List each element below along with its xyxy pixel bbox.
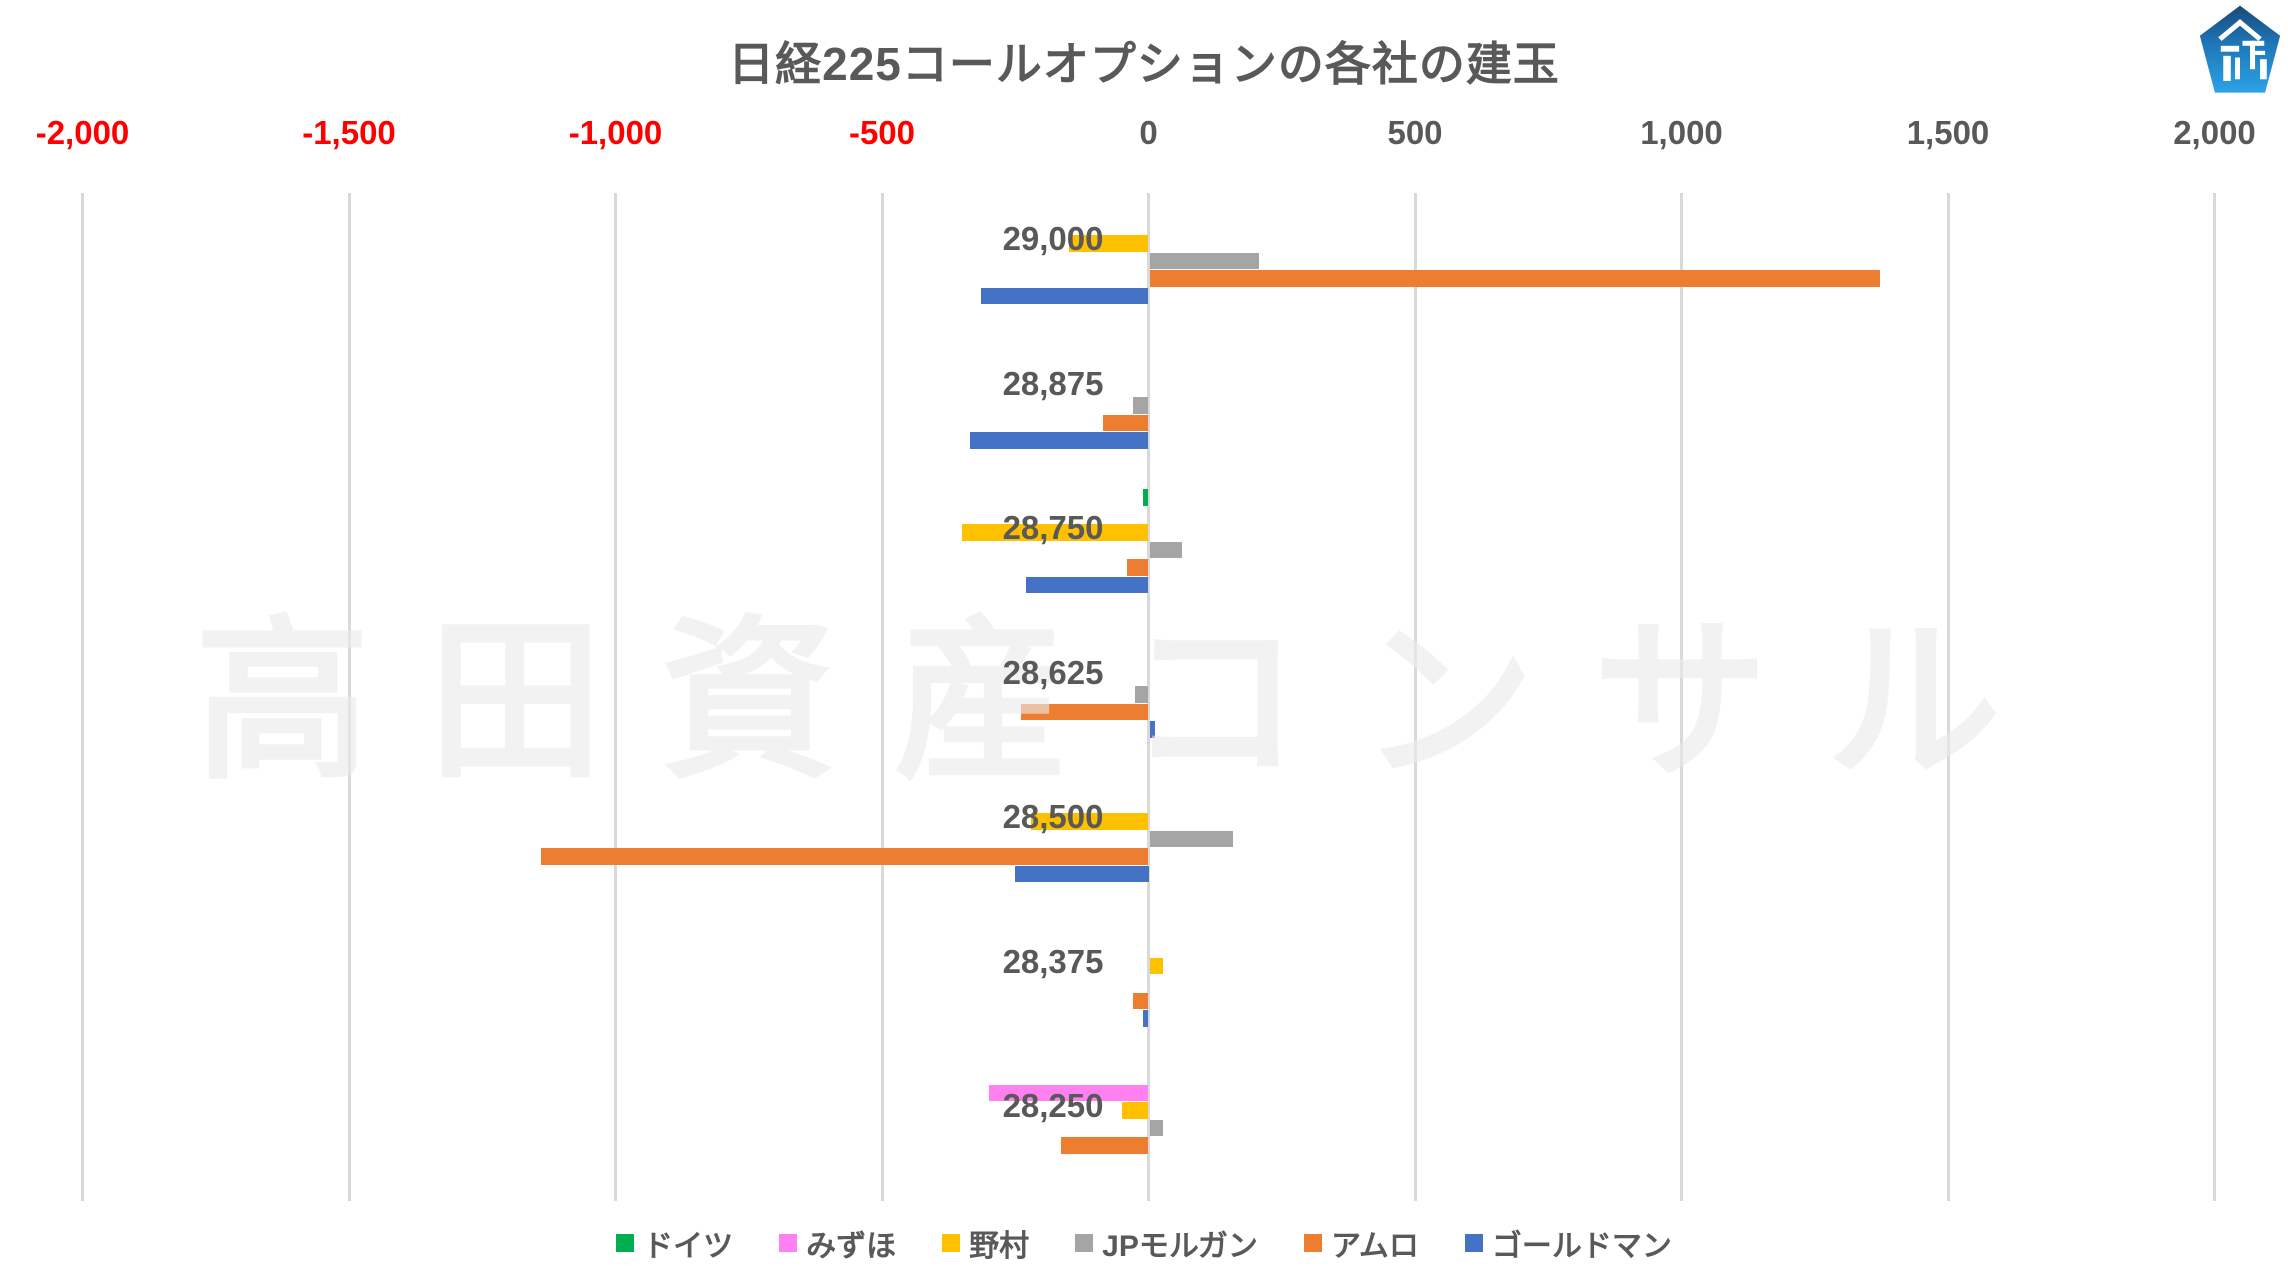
legend-swatch [1075, 1234, 1094, 1252]
gridline [347, 193, 351, 1201]
gridline [81, 193, 84, 1201]
gridline [614, 193, 617, 1201]
legend-item: アムロ [1303, 1221, 1419, 1265]
x-tick-label: -2,000 [35, 114, 130, 151]
legend-label: ドイツ [643, 1230, 734, 1263]
x-tick-label: -1,000 [568, 114, 663, 151]
bar-アムロ-29,000 [1150, 270, 1881, 287]
gridline [1946, 193, 1950, 1201]
gridline [2213, 193, 2216, 1201]
bar-ゴールドマン-28,375 [1143, 1010, 1149, 1027]
legend-label: みずほ [806, 1230, 897, 1263]
category-label: 28,750 [1002, 509, 1104, 547]
category-label: 28,875 [1002, 364, 1104, 402]
bar-野村-28,500 [1031, 813, 1149, 830]
x-tick-label: 1,000 [1640, 114, 1723, 151]
legend-swatch [779, 1234, 798, 1252]
legend-item: みずほ [779, 1221, 896, 1265]
gridline [1147, 193, 1150, 1201]
legend-label: アムロ [1330, 1230, 1419, 1263]
gridline [880, 193, 884, 1201]
bar-アムロ-28,250 [1060, 1137, 1149, 1154]
x-tick-label: -1,500 [302, 114, 396, 151]
category-label: 28,625 [1002, 653, 1104, 691]
x-tick-label: 500 [1387, 114, 1443, 151]
legend-item: 野村 [942, 1221, 1029, 1265]
bar-ゴールドマン-28,625 [1150, 721, 1156, 738]
x-tick-label: 1,500 [1906, 114, 1990, 151]
x-tick-label: 0 [1139, 114, 1158, 151]
bar-ゴールドマン-28,500 [1015, 865, 1149, 882]
x-tick-label: -500 [848, 114, 916, 151]
bar-ドイツ-28,750 [1143, 489, 1149, 506]
bar-アムロ-28,750 [1127, 559, 1149, 576]
watermark: 高田資産コンサル [195, 605, 2059, 800]
legend-swatch [942, 1234, 961, 1252]
company-logo-icon [2198, 4, 2282, 96]
legend-item: ゴールドマン [1464, 1221, 1672, 1265]
category-label: 28,375 [1002, 942, 1104, 980]
bar-野村-28,750 [961, 524, 1149, 541]
category-label: 28,500 [1002, 798, 1104, 836]
bar-みずほ-28,250 [988, 1084, 1149, 1101]
gridline [1680, 193, 1683, 1201]
legend-item: ドイツ [616, 1221, 733, 1265]
x-axis: -2,000 -1,500 -1,000 -500 0 500 1,000 1,500 2,00… [0, 114, 2288, 158]
legend-swatch [1303, 1234, 1322, 1252]
bar-JPモルガン-29,000 [1150, 252, 1260, 269]
legend-item: JPモルガン [1075, 1221, 1258, 1265]
legend: ドイツ みずほ 野村 JPモルガン アムロ ゴールドマン [0, 1220, 2288, 1266]
legend-label: ゴールドマン [1491, 1230, 1672, 1263]
bar-JPモルガン-28,625 [1135, 686, 1149, 703]
page-title: 日経225コールオプションの各社の建玉 [728, 38, 1560, 90]
legend-swatch [616, 1234, 635, 1252]
gridline [1413, 193, 1417, 1201]
bar-野村-29,000 [1068, 235, 1149, 252]
bar-JPモルガン-28,250 [1150, 1119, 1164, 1136]
x-tick-label: 2,000 [2173, 114, 2256, 151]
bar-野村-28,375 [1150, 957, 1164, 974]
bar-ゴールドマン-28,750 [1025, 576, 1149, 593]
bar-アムロ-28,500 [540, 848, 1149, 865]
bar-アムロ-28,375 [1132, 992, 1149, 1009]
bar-ゴールドマン-29,000 [980, 287, 1149, 304]
bar-JPモルガン-28,875 [1132, 397, 1149, 414]
legend-swatch [1464, 1234, 1483, 1252]
bar-JPモルガン-28,500 [1150, 830, 1233, 847]
bar-ゴールドマン-28,875 [969, 432, 1149, 449]
bar-野村-28,250 [1121, 1102, 1149, 1119]
legend-label: 野村 [969, 1230, 1030, 1263]
category-label: 29,000 [1002, 220, 1104, 258]
category-label: 28,250 [1002, 1087, 1104, 1125]
bar-アムロ-28,875 [1103, 414, 1149, 431]
bar-アムロ-28,625 [1020, 703, 1149, 720]
legend-label: JPモルガン [1102, 1230, 1258, 1263]
bar-JPモルガン-28,750 [1150, 541, 1182, 558]
